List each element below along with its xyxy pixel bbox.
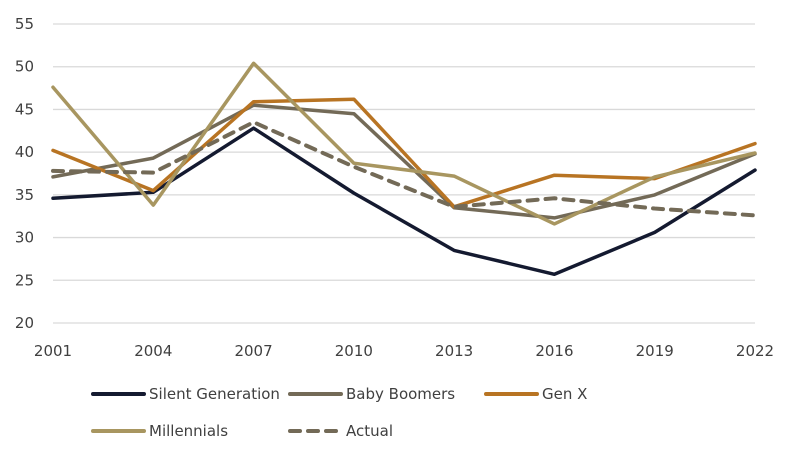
y-tick-label: 55 — [15, 15, 34, 33]
series-line-gen-x — [51, 97, 757, 209]
x-tick-label: 2016 — [535, 342, 573, 360]
legend-label: Silent Generation — [149, 385, 280, 403]
x-tick-label: 2013 — [435, 342, 473, 360]
x-tick-label: 2004 — [134, 342, 172, 360]
gridlines — [53, 23, 755, 324]
y-tick-label: 20 — [15, 314, 34, 332]
y-tick-label: 40 — [15, 143, 34, 161]
y-axis-ticks: 20 25 30 35 40 45 50 55 — [15, 15, 34, 332]
x-tick-label: 2001 — [34, 342, 72, 360]
x-tick-label: 2007 — [234, 342, 272, 360]
x-tick-label: 2022 — [736, 342, 774, 360]
legend-label: Gen X — [542, 385, 587, 403]
y-tick-label: 50 — [15, 58, 34, 76]
legend-label: Actual — [346, 422, 393, 440]
legend-item-baby-boomers: Baby Boomers — [288, 385, 455, 403]
y-tick-label: 45 — [15, 100, 34, 118]
legend: Silent Generation Baby Boomers Gen X Millen… — [91, 385, 587, 440]
series-line-silent-generation — [51, 126, 757, 277]
y-tick-label: 35 — [15, 186, 34, 204]
legend-item-actual: Actual — [288, 422, 393, 440]
legend-item-silent-generation: Silent Generation — [91, 385, 280, 403]
series-line-baby-boomers — [51, 103, 757, 220]
series-line-millennials — [51, 61, 757, 226]
x-axis-ticks: 2001 2004 2007 2010 2013 2016 2019 2022 — [34, 342, 774, 360]
series-line-actual — [51, 120, 757, 218]
x-tick-label: 2019 — [636, 342, 674, 360]
legend-label: Millennials — [149, 422, 228, 440]
series-lines — [51, 61, 757, 277]
x-tick-label: 2010 — [335, 342, 373, 360]
legend-label: Baby Boomers — [346, 385, 455, 403]
y-tick-label: 30 — [15, 229, 34, 247]
y-tick-label: 25 — [15, 271, 34, 289]
legend-item-gen-x: Gen X — [484, 385, 587, 403]
legend-item-millennials: Millennials — [91, 422, 228, 440]
